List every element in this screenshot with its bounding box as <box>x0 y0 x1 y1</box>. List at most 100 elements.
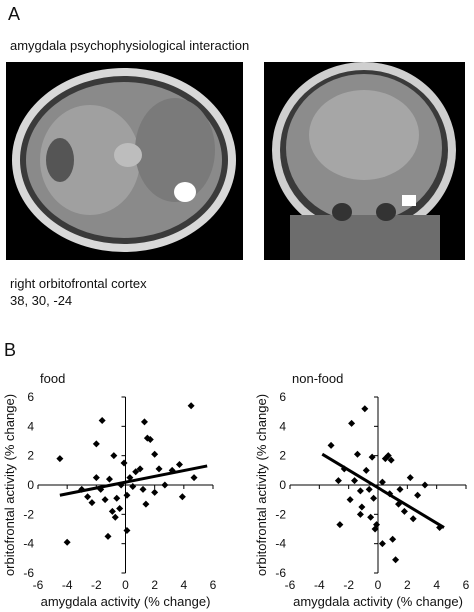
y-axis-label: orbitofrontal activity (% change) <box>254 394 269 576</box>
data-point <box>140 418 148 426</box>
panel-label: B <box>4 340 16 360</box>
data-point <box>113 494 121 502</box>
y-tick-label: 0 <box>27 478 34 492</box>
data-point <box>334 477 342 485</box>
panel-title: amygdala psychophysiological interaction <box>10 38 249 53</box>
data-point <box>88 499 96 507</box>
x-tick-label: 0 <box>375 578 382 592</box>
data-point <box>178 493 186 501</box>
data-point <box>104 532 112 540</box>
x-tick-label: 2 <box>404 578 411 592</box>
fit-line <box>59 464 208 497</box>
data-point <box>362 466 370 474</box>
x-tick-label: -6 <box>285 578 296 592</box>
caption-line: 38, 30, -24 <box>10 293 72 308</box>
y-tick-label: -2 <box>275 507 286 521</box>
data-point <box>123 491 131 499</box>
y-tick-label: 6 <box>279 390 286 404</box>
data-point <box>356 510 364 518</box>
y-tick-label: -6 <box>23 566 34 580</box>
y-tick-label: 4 <box>279 419 286 433</box>
data-point <box>126 474 134 482</box>
data-point <box>108 507 116 515</box>
y-tick-label: 2 <box>27 449 34 463</box>
data-point <box>139 485 147 493</box>
y-tick-label: 2 <box>279 449 286 463</box>
data-point <box>368 453 376 461</box>
data-point <box>187 402 195 410</box>
data-point <box>146 436 154 444</box>
data-point <box>161 481 169 489</box>
data-point <box>98 416 106 424</box>
data-point <box>356 487 364 495</box>
y-tick-label: -2 <box>23 507 34 521</box>
data-point <box>116 504 124 512</box>
data-point <box>336 521 344 529</box>
y-tick-label: 0 <box>279 478 286 492</box>
fit-line <box>321 452 445 529</box>
chart-title: non-food <box>292 371 343 386</box>
data-point <box>353 450 361 458</box>
data-point <box>346 496 354 504</box>
x-tick-label: 0 <box>122 578 129 592</box>
data-point <box>406 474 414 482</box>
data-point <box>63 538 71 546</box>
data-point <box>358 503 366 511</box>
data-point <box>105 475 113 483</box>
x-tick-label: 2 <box>151 578 158 592</box>
axial-brain-image <box>6 62 243 260</box>
data-point <box>101 496 109 504</box>
caption-line: right orbitofrontal cortex <box>10 276 147 291</box>
data-point <box>123 526 131 534</box>
data-point <box>92 474 100 482</box>
y-tick-label: 6 <box>27 390 34 404</box>
data-point <box>414 491 422 499</box>
x-tick-label: 4 <box>433 578 440 592</box>
data-point <box>409 515 417 523</box>
x-axis-label: amygdala activity (% change) <box>41 594 211 609</box>
data-point <box>348 419 356 427</box>
data-point <box>175 460 183 468</box>
panel-label: A <box>8 4 20 24</box>
data-point <box>378 478 386 486</box>
data-point <box>129 482 137 490</box>
y-tick-label: -4 <box>275 537 286 551</box>
data-point <box>396 485 404 493</box>
data-point <box>151 450 159 458</box>
data-point <box>142 500 150 508</box>
x-tick-label: 6 <box>463 578 470 592</box>
data-point <box>327 441 335 449</box>
data-point <box>110 452 118 460</box>
y-axis-label: orbitofrontal activity (% change) <box>2 394 17 576</box>
y-tick-label: -6 <box>275 566 286 580</box>
x-tick-label: -4 <box>62 578 73 592</box>
data-point <box>370 494 378 502</box>
data-point <box>155 465 163 473</box>
x-tick-label: -4 <box>314 578 325 592</box>
data-point <box>392 556 400 564</box>
data-point <box>371 525 379 533</box>
y-tick-label: -4 <box>23 537 34 551</box>
x-tick-label: -2 <box>343 578 354 592</box>
data-point <box>384 452 392 460</box>
data-point <box>84 493 92 501</box>
y-tick-label: 4 <box>27 419 34 433</box>
data-point <box>365 485 373 493</box>
data-point <box>111 513 119 521</box>
data-point <box>351 477 359 485</box>
data-point <box>190 474 198 482</box>
data-point <box>92 440 100 448</box>
data-point <box>136 465 144 473</box>
data-point <box>389 535 397 543</box>
x-tick-label: -2 <box>91 578 102 592</box>
x-axis-label: amygdala activity (% change) <box>293 594 463 609</box>
data-point <box>367 513 375 521</box>
data-point <box>120 459 128 467</box>
x-tick-label: 6 <box>210 578 217 592</box>
data-point <box>421 481 429 489</box>
data-point <box>400 507 408 515</box>
data-point <box>56 455 64 463</box>
data-point <box>132 468 140 476</box>
